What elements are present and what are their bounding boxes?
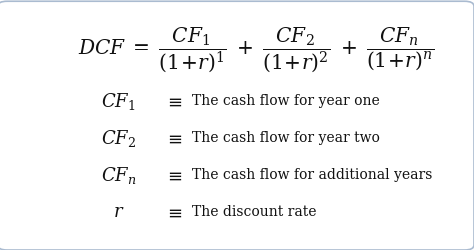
- Text: The discount rate: The discount rate: [192, 205, 317, 219]
- Text: $\mathbf{\mathit{r}}$: $\mathbf{\mathit{r}}$: [113, 203, 124, 221]
- Text: $\equiv$: $\equiv$: [164, 92, 182, 110]
- Text: $\mathbf{\mathit{CF}}_\mathbf{\mathit{1}}$: $\mathbf{\mathit{CF}}_\mathbf{\mathit{1}…: [101, 91, 136, 112]
- Text: $\equiv$: $\equiv$: [164, 166, 182, 184]
- Text: $\equiv$: $\equiv$: [164, 129, 182, 147]
- Text: $\equiv$: $\equiv$: [164, 203, 182, 221]
- Text: $\mathbf{\mathit{DCF}} \;=\; \dfrac{\mathbf{\mathit{CF}}_1}{(1\!+\!r)^1} \;+\; \: $\mathbf{\mathit{DCF}} \;=\; \dfrac{\mat…: [78, 26, 434, 74]
- Text: $\mathbf{\mathit{CF}}_\mathbf{\mathit{n}}$: $\mathbf{\mathit{CF}}_\mathbf{\mathit{n}…: [100, 165, 137, 186]
- Text: The cash flow for additional years: The cash flow for additional years: [192, 168, 432, 182]
- Text: The cash flow for year one: The cash flow for year one: [192, 94, 380, 108]
- Text: The cash flow for year two: The cash flow for year two: [192, 131, 380, 145]
- Text: $\mathbf{\mathit{CF}}_\mathbf{\mathit{2}}$: $\mathbf{\mathit{CF}}_\mathbf{\mathit{2}…: [101, 128, 136, 149]
